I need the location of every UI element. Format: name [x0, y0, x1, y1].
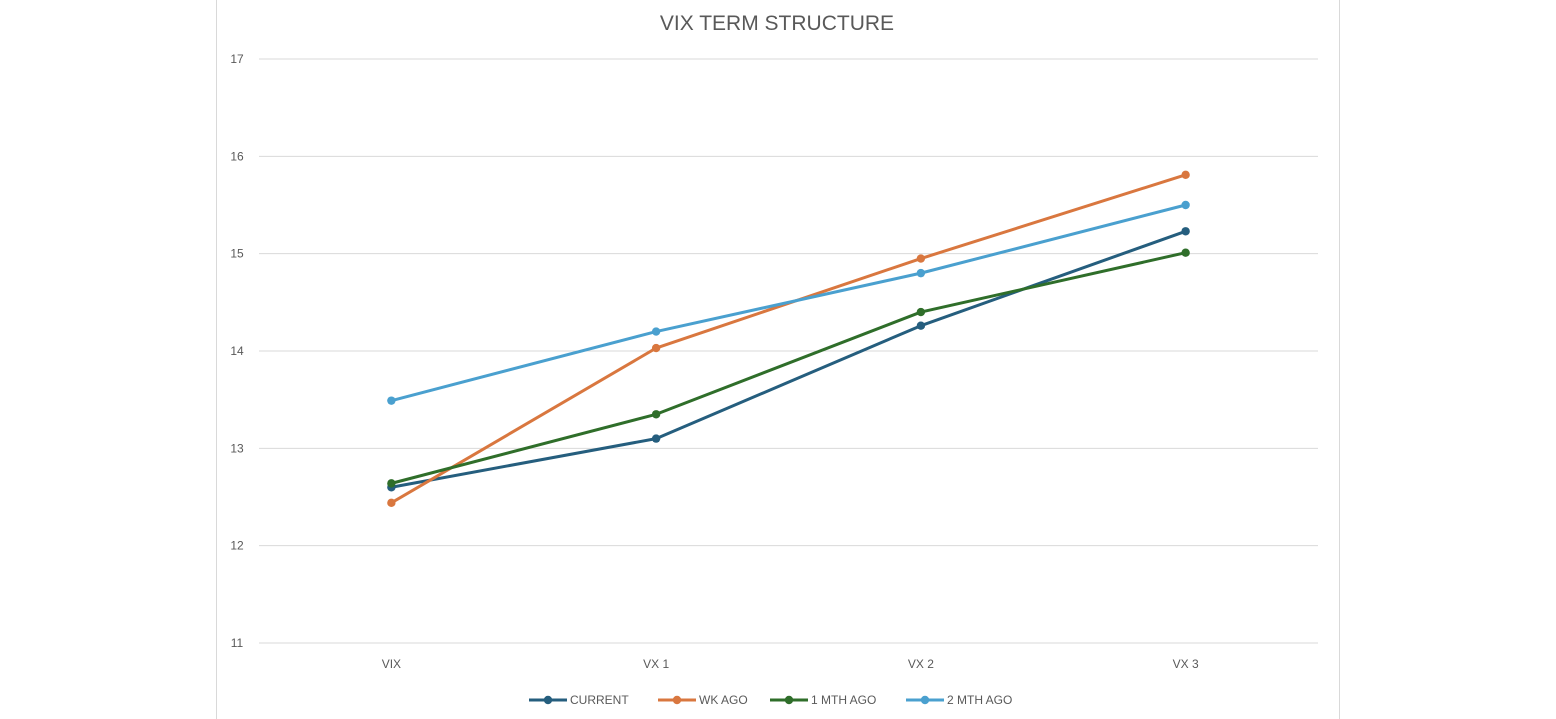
- data-point: [387, 479, 396, 488]
- legend-item: WK AGO: [658, 693, 748, 707]
- legend-label: 1 MTH AGO: [811, 693, 876, 707]
- data-point: [1181, 248, 1190, 257]
- legend-label: CURRENT: [570, 693, 629, 707]
- data-point: [651, 343, 661, 353]
- legend-marker: [920, 695, 930, 705]
- series-wk-ago: [387, 170, 1190, 508]
- legend-item: 1 MTH AGO: [770, 693, 876, 707]
- data-point: [1181, 200, 1190, 210]
- legend-label: 2 MTH AGO: [947, 693, 1012, 707]
- series-line: [389, 229, 1188, 489]
- y-axis-ticks: 11 12 13 14 15 16 17: [230, 52, 244, 650]
- chart-frame: [216, 0, 1340, 719]
- y-tick-label: 15: [230, 247, 244, 261]
- data-point: [651, 327, 661, 336]
- data-point: [651, 434, 661, 443]
- series-2-mth-ago: [387, 200, 1190, 405]
- legend-marker: [784, 695, 794, 705]
- gridlines: [259, 58, 1318, 644]
- series-1-mth-ago: [387, 248, 1190, 488]
- legend-marker: [672, 695, 682, 705]
- y-tick-label: 13: [230, 441, 244, 455]
- chart-title: VIX TERM STRUCTURE: [660, 12, 894, 35]
- x-tick-label: VX 3: [1173, 657, 1199, 671]
- x-axis-ticks: VIX VX 1 VX 2 VX 3: [382, 657, 1199, 671]
- data-point: [1181, 227, 1190, 236]
- legend-marker: [543, 695, 553, 705]
- data-point: [1181, 170, 1190, 180]
- y-tick-label: 12: [230, 539, 244, 553]
- y-tick-label: 11: [231, 636, 244, 650]
- x-tick-label: VIX: [382, 657, 401, 671]
- data-point: [916, 254, 926, 263]
- legend-label: WK AGO: [699, 693, 748, 707]
- y-tick-label: 16: [230, 149, 244, 163]
- legend-item: CURRENT: [529, 693, 629, 707]
- data-point: [387, 498, 396, 508]
- x-tick-label: VX 2: [908, 657, 934, 671]
- series-lines: [387, 170, 1190, 508]
- legend: CURRENT WK AGO 1 MTH AGO 2 MTH AGO: [529, 693, 1012, 707]
- series-line: [389, 251, 1188, 485]
- y-tick-label: 17: [230, 52, 244, 66]
- data-point: [387, 396, 396, 405]
- data-point: [651, 410, 661, 419]
- data-point: [916, 268, 926, 278]
- data-point: [916, 307, 926, 317]
- x-tick-label: VX 1: [643, 657, 669, 671]
- series-line: [389, 203, 1188, 403]
- y-tick-label: 14: [230, 344, 244, 358]
- data-point: [916, 321, 926, 330]
- legend-item: 2 MTH AGO: [906, 693, 1012, 707]
